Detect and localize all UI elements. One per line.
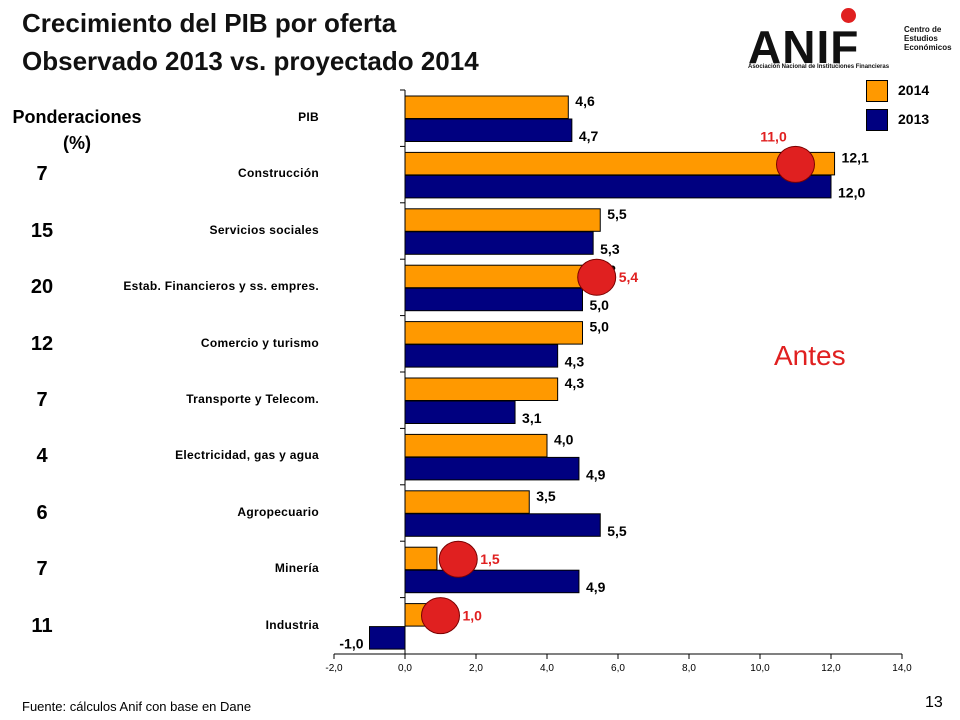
logo-subtitle: Asociación Nacional de Instituciones Fin…: [748, 64, 890, 70]
bar-2014: [404, 490, 530, 514]
bar-2013: [404, 513, 601, 537]
logo-dot-icon: [841, 8, 856, 23]
weight-value: 15: [30, 219, 54, 242]
category-label: Construcción: [238, 166, 319, 181]
category-label: PIB: [298, 110, 319, 124]
bar-2013: [404, 287, 583, 312]
weight-value: 7: [36, 389, 48, 411]
page-number: 13: [925, 694, 943, 711]
previous-projection-marker: [438, 540, 478, 578]
category-label: Industria: [265, 617, 319, 632]
category-label: Transporte y Telecom.: [186, 392, 319, 406]
logo-side-text: Centro de Estudios Económicos: [904, 25, 960, 52]
weight-value: 7: [36, 163, 48, 186]
data-label-2014: 3,5: [536, 488, 556, 504]
weights-heading: Ponderaciones (%): [2, 104, 152, 156]
chart-title-line2: Observado 2013 vs. proyectado 2014: [22, 46, 479, 76]
bar-2014: [404, 546, 438, 571]
x-tick-label: 8,0: [682, 663, 696, 674]
weight-value: 6: [36, 501, 48, 524]
category-label: Electricidad, gas y agua: [175, 448, 319, 463]
bar-2014: [404, 264, 591, 289]
previous-projection-label: 11,0: [760, 128, 787, 144]
weight-value: 11: [31, 614, 53, 637]
legend-label-2014: 2014: [898, 82, 930, 98]
data-label-2013: 5,5: [607, 523, 627, 539]
bar-2013: [404, 569, 580, 594]
weights-heading-line2: (%): [63, 133, 91, 153]
x-tick-label: 4,0: [540, 663, 554, 674]
weight-value: 20: [30, 276, 54, 299]
bar-2013: [404, 400, 516, 424]
bar-2014: [404, 377, 559, 401]
x-tick-label: 0,0: [398, 663, 412, 674]
bar-2014: [404, 95, 569, 119]
annotation-antes: Antes: [774, 340, 846, 371]
chart-title-line1: Crecimiento del PIB por oferta: [22, 8, 397, 38]
data-label-2013: 3,1: [522, 410, 542, 426]
weight-value: 4: [36, 445, 48, 468]
weight-value: 7: [36, 558, 48, 581]
previous-projection-marker: [421, 597, 460, 635]
bar-2013: [404, 174, 832, 199]
previous-projection-label: 1,0: [463, 608, 483, 624]
data-label-2013: 4,3: [565, 354, 585, 370]
x-tick-label: -2,0: [325, 663, 343, 674]
source-note: Fuente: cálculos Anif con base en Dane: [22, 699, 252, 714]
category-label: Agropecuario: [237, 504, 319, 519]
category-label: Comercio y turismo: [200, 335, 319, 350]
previous-projection-label: 5,4: [619, 269, 639, 285]
bar-2013: [404, 118, 573, 142]
legend-swatch-2014: [866, 80, 888, 102]
data-label-2013: 5,0: [590, 297, 610, 313]
previous-projection-marker: [776, 145, 815, 183]
data-label-2014: 5,5: [607, 206, 627, 222]
bar-2014: [404, 433, 548, 458]
weights-heading-line1: Ponderaciones: [12, 107, 142, 127]
legend-label-2013: 2013: [898, 111, 930, 127]
bar-2013: [404, 344, 559, 368]
category-label: Estab. Financieros y ss. empres.: [123, 279, 319, 294]
weight-value: 12: [30, 332, 54, 355]
x-tick-label: 10,0: [750, 663, 770, 674]
category-label: Minería: [274, 561, 319, 576]
data-label-2013: 12,0: [838, 184, 865, 200]
bar-2013: [369, 626, 406, 650]
data-label-2014: 4,3: [565, 375, 585, 391]
data-label-2013: 5,3: [600, 241, 620, 257]
data-label-2014: 4,0: [554, 431, 574, 447]
data-label-2014: 12,1: [842, 149, 869, 165]
bar-2014: [404, 321, 583, 345]
x-tick-label: 2,0: [469, 663, 483, 674]
data-label-2014: 4,6: [575, 93, 595, 109]
logo-wordmark: ANIF: [748, 21, 860, 73]
bar-2013: [404, 456, 580, 481]
data-label-2013: -1,0: [339, 636, 363, 652]
data-label-2013: 4,9: [586, 466, 606, 482]
bar-2014: [404, 208, 601, 232]
bar-2014: [404, 151, 836, 176]
x-tick-label: 14,0: [892, 663, 912, 674]
data-label-2014: 5,0: [590, 319, 610, 335]
logo-side-line: Económicos: [904, 43, 952, 52]
x-tick-label: 12,0: [821, 663, 841, 674]
data-label-2013: 4,7: [579, 128, 599, 144]
logo-side-line: Estudios: [904, 34, 938, 43]
logo-side-line: Centro de: [904, 25, 942, 34]
category-label: Servicios sociales: [209, 222, 319, 237]
data-label-2013: 4,9: [586, 579, 606, 595]
legend-swatch-2013: [866, 109, 888, 131]
x-tick-label: 6,0: [611, 663, 625, 674]
previous-projection-marker: [577, 258, 617, 296]
previous-projection-label: 1,5: [480, 551, 500, 567]
bar-2013: [404, 231, 594, 255]
anif-logo: ANIF Centro de Estudios Económicos Asoci…: [748, 6, 953, 76]
